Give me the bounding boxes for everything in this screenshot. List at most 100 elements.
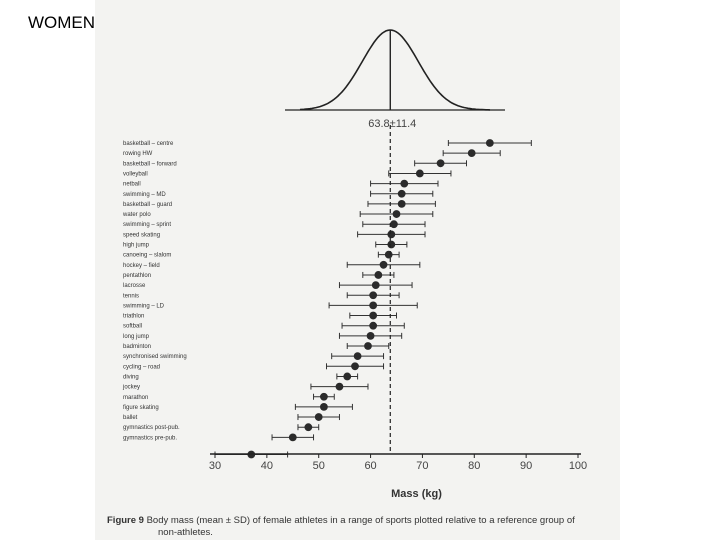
- category-label: cycling – road: [123, 364, 160, 370]
- mean-point: [390, 220, 398, 229]
- category-label: basketball – centre: [123, 141, 174, 147]
- data-row: netball: [123, 179, 439, 188]
- data-row: cycling – road: [123, 362, 385, 371]
- x-tick-label: 70: [416, 460, 428, 472]
- category-label: ballet: [123, 415, 138, 421]
- category-label: swimming – sprint: [123, 222, 171, 228]
- mean-point: [400, 179, 409, 188]
- data-row: canoeing – slalom: [123, 250, 400, 259]
- mean-point: [369, 311, 378, 320]
- data-row: lacrosse: [123, 281, 413, 289]
- x-tick-label: 50: [313, 460, 325, 472]
- mean-point: [387, 230, 396, 239]
- category-label: gymnastics pre-pub.: [123, 435, 177, 441]
- data-row: water polo: [122, 210, 434, 218]
- data-row: triathlon: [123, 311, 397, 320]
- category-label: diving: [123, 374, 139, 380]
- scanned-figure-background: [95, 0, 620, 540]
- mean-point: [353, 352, 362, 361]
- figure-caption-label: Figure 9: [107, 515, 144, 526]
- category-label: gymnastics post-pub.: [123, 425, 180, 431]
- data-row: swimming – MD: [123, 189, 434, 198]
- data-row: softball: [123, 321, 405, 330]
- mean-point: [366, 331, 375, 340]
- x-tick-label: 30: [209, 460, 221, 472]
- category-label: basketball – guard: [123, 202, 172, 208]
- figure-caption-line-1: Figure 9 Body mass (mean ± SD) of female…: [107, 515, 575, 526]
- category-label: basketball – forward: [123, 161, 177, 167]
- data-row: marathon: [123, 392, 335, 401]
- mean-point: [485, 139, 494, 147]
- x-tick-label: 40: [261, 460, 273, 472]
- mean-point: [415, 169, 424, 178]
- mean-point: [397, 189, 406, 198]
- data-row: swimming – sprint: [123, 220, 426, 229]
- data-row: pentathlon: [123, 271, 395, 279]
- mean-point: [397, 200, 406, 208]
- category-label: swimming – MD: [123, 192, 166, 198]
- x-tick-label: 60: [364, 460, 376, 472]
- data-row: gymnastics pre-pub.: [123, 433, 315, 442]
- reference-mean-label: 63.8±11.4: [368, 118, 416, 130]
- mean-point: [335, 382, 344, 391]
- data-row: high jump: [123, 240, 408, 249]
- mean-point: [371, 281, 380, 289]
- category-label: netball: [123, 182, 141, 188]
- data-row: tennis: [123, 291, 400, 300]
- category-label: triathlon: [123, 314, 144, 320]
- data-row: basketball – guard: [123, 200, 436, 208]
- figure-caption-text-1: Body mass (mean ± SD) of female athletes…: [147, 515, 576, 526]
- mean-point: [320, 403, 328, 411]
- figure-caption-line-2: non-athletes.: [158, 527, 213, 538]
- mean-point: [351, 362, 359, 371]
- x-axis-label: Mass (kg): [391, 488, 442, 500]
- bell-curve: [299, 29, 491, 111]
- category-label: water polo: [122, 212, 151, 218]
- mean-point: [320, 392, 328, 401]
- mean-point: [392, 210, 401, 218]
- mean-point: [387, 240, 396, 249]
- data-row: gymnastics post-pub.: [123, 423, 320, 432]
- category-rows: basketball – centre rowing HW basketball –…: [122, 139, 532, 459]
- category-label: figure skating: [123, 405, 159, 411]
- category-label: volleyball: [123, 171, 148, 177]
- category-label: canoeing – slalom: [123, 253, 171, 259]
- category-label: badminton: [123, 344, 151, 350]
- data-row: badminton: [123, 342, 390, 350]
- data-row: rowing HW: [123, 149, 501, 157]
- data-row: basketball – forward: [123, 159, 468, 168]
- mean-point: [288, 433, 297, 442]
- data-row: volleyball: [123, 169, 452, 178]
- category-label: speed skating: [123, 232, 160, 238]
- data-row: speed skating: [123, 230, 426, 239]
- data-row: figure skating: [123, 403, 353, 411]
- mean-point: [304, 423, 313, 432]
- mean-point: [343, 372, 352, 381]
- x-tick-label: 100: [569, 460, 587, 472]
- category-label: tennis: [123, 293, 139, 299]
- mean-point: [384, 250, 393, 259]
- category-label: lacrosse: [123, 283, 146, 289]
- category-label: pentathlon: [123, 273, 151, 279]
- category-label: long jump: [123, 334, 150, 340]
- mean-point: [369, 321, 378, 330]
- mean-point: [379, 260, 388, 269]
- data-row: swimming – LD: [123, 301, 418, 310]
- data-row: jockey: [122, 382, 369, 391]
- data-row: synchronised swimming: [123, 352, 385, 361]
- data-row: ballet: [123, 413, 340, 421]
- mean-point: [369, 291, 378, 300]
- x-tick-label: 90: [520, 460, 532, 472]
- mean-point: [364, 342, 372, 350]
- data-row: long jump: [123, 331, 403, 340]
- mean-point: [314, 413, 323, 421]
- x-tick-label: 80: [468, 460, 480, 472]
- data-row: basketball – centre: [123, 139, 532, 147]
- mean-point: [436, 159, 445, 168]
- mean-point: [369, 301, 378, 310]
- category-label: softball: [123, 324, 142, 330]
- category-label: hockey – field: [123, 263, 160, 269]
- data-row: hockey – field: [123, 260, 421, 269]
- mean-point: [374, 271, 383, 279]
